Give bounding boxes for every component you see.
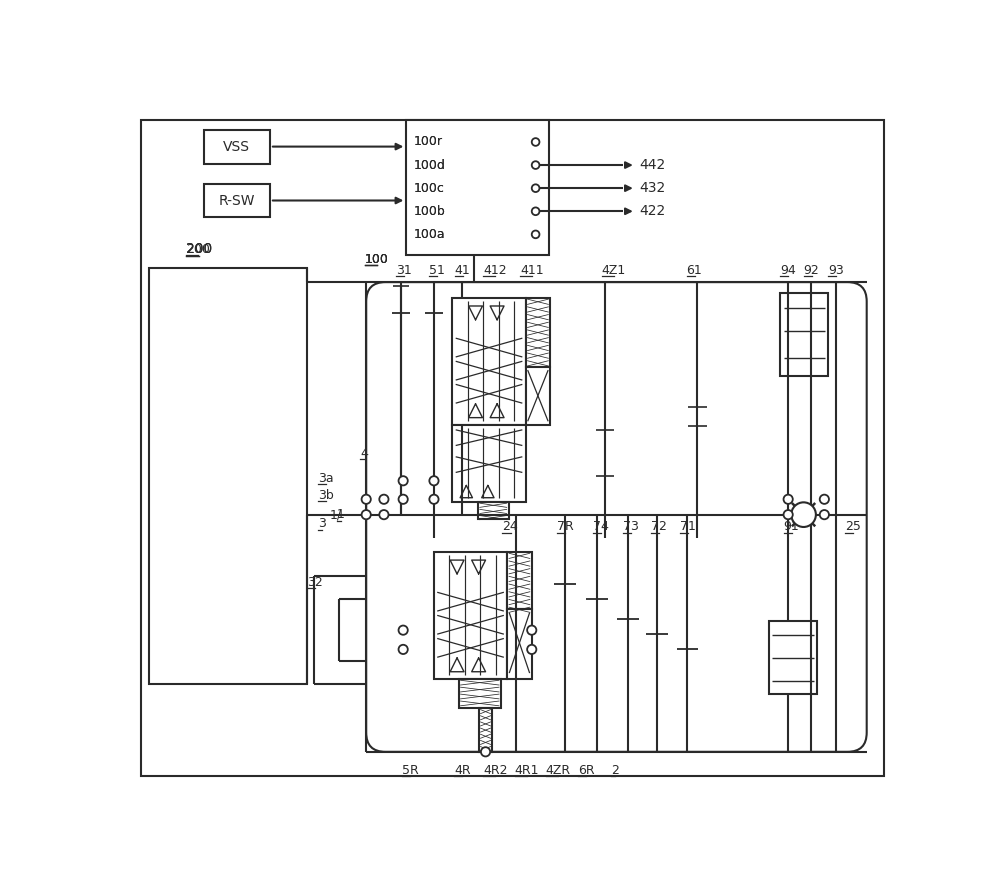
Bar — [780, 293, 828, 376]
Bar — [204, 184, 270, 218]
Text: 100c: 100c — [414, 182, 445, 194]
Bar — [406, 121, 549, 255]
Circle shape — [399, 476, 408, 486]
Text: 4R2: 4R2 — [483, 764, 508, 777]
Text: 4: 4 — [360, 447, 368, 460]
Circle shape — [820, 495, 829, 503]
Bar — [769, 621, 817, 694]
Text: 411: 411 — [520, 264, 544, 277]
Text: 73: 73 — [623, 520, 639, 534]
Text: 2: 2 — [611, 764, 619, 777]
Text: 100a: 100a — [414, 228, 446, 241]
Text: 412: 412 — [483, 264, 507, 277]
Text: 422: 422 — [640, 204, 666, 218]
Circle shape — [379, 495, 389, 503]
Text: 442: 442 — [640, 158, 666, 172]
Text: 93: 93 — [828, 264, 844, 277]
Text: 91: 91 — [784, 520, 799, 534]
Text: 74: 74 — [593, 520, 608, 534]
Text: 94: 94 — [780, 264, 796, 277]
Text: 100c: 100c — [414, 182, 445, 194]
Circle shape — [532, 139, 539, 146]
Text: 100d: 100d — [414, 159, 446, 171]
Bar — [204, 130, 270, 163]
Circle shape — [429, 476, 439, 486]
Circle shape — [532, 185, 539, 192]
Circle shape — [399, 625, 408, 635]
Circle shape — [362, 495, 371, 503]
Circle shape — [399, 495, 408, 503]
Text: 4Z1: 4Z1 — [602, 264, 626, 277]
Text: 200: 200 — [186, 242, 212, 256]
FancyBboxPatch shape — [366, 282, 867, 752]
Circle shape — [399, 645, 408, 654]
Circle shape — [527, 625, 536, 635]
Bar — [149, 268, 307, 684]
Circle shape — [820, 510, 829, 519]
Bar — [452, 424, 526, 502]
Text: 1/: 1/ — [329, 508, 342, 521]
Circle shape — [791, 503, 816, 527]
Bar — [459, 678, 501, 708]
Bar — [479, 708, 492, 752]
Text: 200: 200 — [186, 242, 210, 256]
Text: VSS: VSS — [223, 139, 250, 154]
Circle shape — [532, 162, 539, 169]
Text: R-SW: R-SW — [219, 194, 255, 208]
Circle shape — [532, 231, 539, 238]
Text: 100a: 100a — [414, 228, 446, 241]
Text: 3: 3 — [318, 518, 326, 530]
Bar — [526, 367, 550, 424]
Text: 4R1: 4R1 — [515, 764, 539, 777]
Text: 100: 100 — [365, 252, 389, 266]
Text: 100b: 100b — [414, 205, 446, 218]
Text: 92: 92 — [804, 264, 819, 277]
Text: 25: 25 — [845, 520, 861, 534]
Text: 32: 32 — [307, 576, 323, 589]
Circle shape — [362, 510, 371, 519]
Text: 24: 24 — [502, 520, 518, 534]
Text: 100r: 100r — [414, 136, 443, 148]
Circle shape — [379, 510, 389, 519]
Text: 200: 200 — [186, 242, 212, 256]
Text: 71: 71 — [680, 520, 696, 534]
Text: 51: 51 — [429, 264, 444, 277]
Text: 61: 61 — [687, 264, 702, 277]
Text: 72: 72 — [651, 520, 667, 534]
Text: 100b: 100b — [414, 205, 446, 218]
Bar — [507, 609, 532, 678]
Bar — [507, 551, 532, 609]
Text: 3a: 3a — [318, 472, 334, 485]
Circle shape — [784, 510, 793, 519]
Text: 5R: 5R — [402, 764, 418, 777]
Circle shape — [481, 747, 490, 757]
Circle shape — [784, 495, 793, 503]
Text: 100: 100 — [365, 252, 389, 266]
Text: 100r: 100r — [414, 136, 443, 148]
Bar — [478, 502, 509, 519]
Text: 432: 432 — [640, 181, 666, 195]
Text: 4ZR: 4ZR — [546, 764, 571, 777]
Circle shape — [532, 208, 539, 215]
Text: 100: 100 — [365, 252, 389, 266]
Text: 100d: 100d — [414, 159, 446, 171]
Circle shape — [429, 495, 439, 503]
Text: 41: 41 — [455, 264, 471, 277]
Text: 1: 1 — [337, 508, 345, 521]
Bar — [452, 297, 526, 424]
Text: 6R: 6R — [578, 764, 595, 777]
Bar — [434, 551, 507, 678]
Bar — [526, 297, 550, 367]
Circle shape — [527, 645, 536, 654]
Text: 7R: 7R — [557, 520, 574, 534]
Text: 3b: 3b — [318, 489, 334, 502]
Text: 4R: 4R — [454, 764, 471, 777]
Text: 31: 31 — [396, 264, 412, 277]
